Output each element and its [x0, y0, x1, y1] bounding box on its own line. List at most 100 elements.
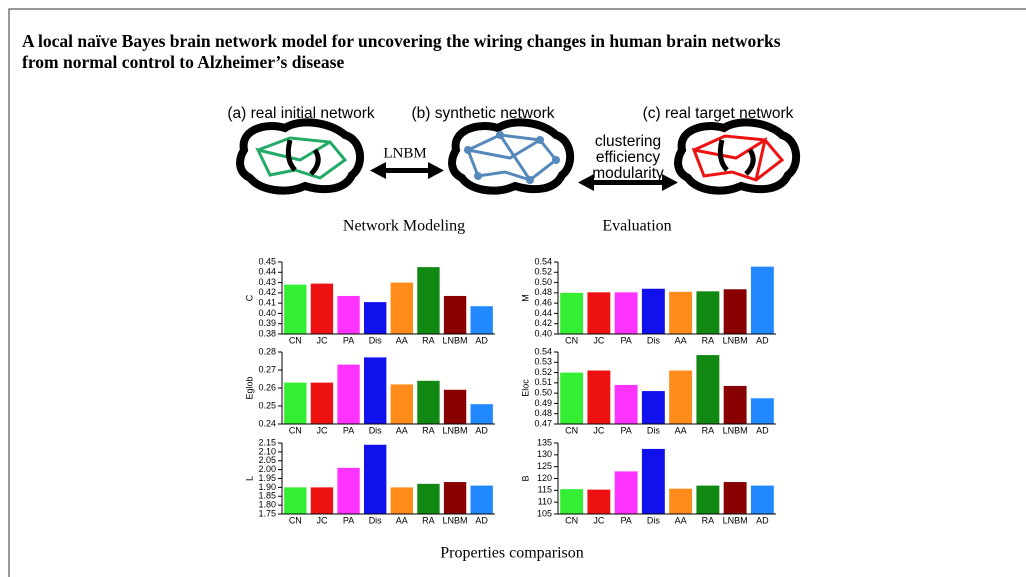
y-tick-label: 2.05 — [258, 455, 276, 465]
x-tick-label: PA — [343, 425, 354, 435]
bar — [444, 482, 466, 514]
x-tick-label: RA — [422, 515, 435, 525]
x-tick-label: JC — [593, 425, 605, 435]
x-tick-label: CN — [565, 515, 578, 525]
y-tick-label: 0.52 — [534, 367, 552, 377]
bar — [417, 267, 439, 334]
frame — [9, 9, 1026, 577]
y-tick-label: 0.54 — [534, 256, 552, 266]
brain-c — [678, 122, 796, 190]
x-tick-label: RA — [702, 515, 715, 525]
bar — [444, 296, 466, 334]
y-tick-label: 0.26 — [258, 382, 276, 392]
section-label: Network Modeling — [343, 218, 465, 235]
bar — [696, 486, 719, 514]
x-tick-label: CN — [289, 425, 302, 435]
y-axis-label: B — [520, 475, 530, 481]
y-tick-label: 1.95 — [258, 473, 276, 483]
y-tick-label: 0.47 — [534, 418, 552, 428]
x-tick-label: LNBM — [443, 425, 468, 435]
y-tick-label: 1.75 — [258, 508, 276, 518]
y-axis-label: Eglob — [244, 376, 254, 399]
figure: A local naïve Bayes brain network model … — [0, 0, 1026, 577]
x-tick-label: CN — [289, 335, 302, 345]
x-tick-label: RA — [422, 425, 435, 435]
x-tick-label: JC — [593, 335, 605, 345]
bar — [560, 489, 583, 514]
y-tick-label: 1.90 — [258, 482, 276, 492]
bar — [337, 365, 359, 424]
label-c: (c) real target network — [643, 105, 794, 122]
bar — [587, 371, 610, 424]
y-tick-label: 0.28 — [258, 346, 276, 356]
x-tick-label: AD — [475, 425, 488, 435]
y-tick-label: 0.42 — [534, 318, 552, 328]
bar — [284, 383, 306, 424]
bar — [642, 391, 665, 424]
bar — [417, 381, 439, 424]
bar — [471, 306, 493, 334]
brain-b — [452, 122, 570, 190]
y-tick-label: 0.25 — [258, 400, 276, 410]
y-axis-label: M — [520, 294, 530, 302]
x-tick-label: PA — [343, 515, 354, 525]
y-tick-label: 0.44 — [534, 308, 552, 318]
bar — [417, 484, 439, 514]
x-tick-label: CN — [565, 335, 578, 345]
x-tick-label: Dis — [369, 335, 382, 345]
bar — [284, 487, 306, 514]
y-tick-label: 2.15 — [258, 437, 276, 447]
x-tick-label: PA — [620, 335, 631, 345]
bar — [311, 383, 333, 424]
x-tick-label: Dis — [647, 425, 660, 435]
bar — [642, 449, 665, 514]
bar — [696, 355, 719, 424]
y-tick-label: 0.40 — [258, 308, 276, 318]
x-tick-label: AD — [756, 425, 769, 435]
page: A local naïve Bayes brain network model … — [0, 0, 1026, 577]
y-tick-label: 0.40 — [534, 328, 552, 338]
y-tick-label: 135 — [537, 437, 552, 447]
x-tick-label: AA — [675, 335, 687, 345]
bar — [311, 487, 333, 514]
y-tick-label: 2.10 — [258, 446, 276, 456]
y-tick-label: 0.38 — [258, 328, 276, 338]
y-tick-label: 0.50 — [534, 277, 552, 287]
bar — [364, 445, 386, 514]
y-tick-label: 0.43 — [258, 277, 276, 287]
y-tick-label: 0.42 — [258, 287, 276, 297]
arrow-label: LNBM — [383, 145, 426, 161]
y-tick-label: 105 — [537, 508, 552, 518]
bar — [471, 404, 493, 424]
bar — [669, 371, 692, 424]
x-tick-label: RA — [702, 335, 715, 345]
x-tick-label: AD — [475, 515, 488, 525]
bar — [391, 384, 413, 424]
y-tick-label: 115 — [538, 485, 552, 495]
caption: Properties comparison — [440, 545, 584, 562]
y-tick-label: 125 — [537, 461, 552, 471]
x-tick-label: JC — [316, 425, 328, 435]
bar — [284, 285, 306, 334]
bar — [642, 289, 665, 334]
x-tick-label: Dis — [647, 515, 660, 525]
x-tick-label: RA — [702, 425, 715, 435]
y-tick-label: 2.00 — [258, 464, 276, 474]
x-tick-label: LNBM — [723, 335, 748, 345]
x-tick-label: Dis — [369, 425, 382, 435]
bar — [615, 471, 638, 514]
y-axis-label: L — [244, 476, 254, 481]
label-b: (b) synthetic network — [412, 105, 555, 122]
y-tick-label: 1.80 — [258, 500, 276, 510]
x-tick-label: LNBM — [443, 515, 468, 525]
x-tick-label: JC — [316, 515, 328, 525]
bar — [471, 486, 493, 514]
x-tick-label: CN — [565, 425, 578, 435]
bar — [587, 292, 610, 334]
section-label: Evaluation — [602, 218, 671, 235]
x-tick-label: Dis — [647, 335, 660, 345]
arrow-label: efficiency — [596, 149, 661, 166]
x-tick-label: AD — [756, 335, 769, 345]
bar — [724, 482, 747, 514]
y-tick-label: 0.52 — [534, 267, 552, 277]
